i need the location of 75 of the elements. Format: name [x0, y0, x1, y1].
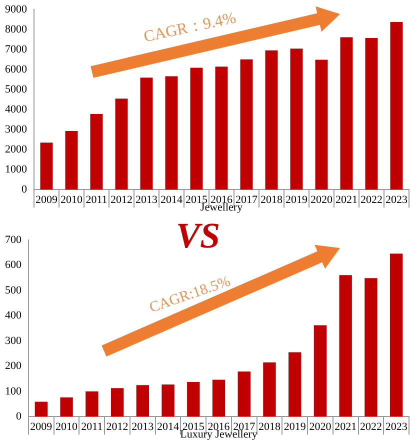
- x-tick-label: 2020: [310, 194, 333, 206]
- x-tick-label: 2011: [86, 194, 108, 206]
- bar: [65, 131, 78, 190]
- y-tick-label: 9000: [5, 3, 28, 16]
- y-tick-label: 5000: [5, 83, 28, 96]
- bar: [165, 76, 178, 190]
- x-tick-label: 2014: [160, 194, 183, 206]
- bar: [339, 275, 352, 417]
- x-tick-label: 2012: [110, 194, 132, 206]
- x-tick-label: 2009: [36, 194, 58, 206]
- x-tick-label: 2011: [81, 421, 103, 434]
- bar: [86, 391, 98, 417]
- bar: [364, 278, 378, 417]
- y-tick-label: 400: [5, 310, 22, 322]
- x-tick-label: 2019: [286, 194, 308, 206]
- y-tick-label: 300: [5, 334, 22, 347]
- x-tick-label: 2019: [284, 421, 306, 434]
- bar: [40, 142, 53, 190]
- bar: [60, 397, 73, 417]
- y-tick-label: 600: [5, 259, 22, 272]
- x-tick-label: 2018: [258, 421, 281, 434]
- x-tick-label: 2013: [136, 194, 158, 206]
- bar: [390, 22, 403, 190]
- bar: [140, 78, 153, 190]
- y-tick-label: 0: [22, 183, 28, 196]
- annotation: CAGR：9.4%: [142, 10, 238, 46]
- y-tick-label: 2000: [5, 143, 28, 156]
- x-tick-label: 2017: [236, 194, 258, 206]
- y-tick-label: 4000: [5, 103, 28, 116]
- x-tick-label: 2012: [106, 421, 128, 434]
- y-tick-label: 500: [5, 284, 22, 296]
- y-tick-label: 100: [5, 385, 22, 398]
- x-tick-label: 2022: [360, 421, 382, 434]
- y-tick-label: 7000: [5, 43, 28, 56]
- x-tick-label: 2010: [56, 421, 78, 434]
- annotation: VS: [176, 215, 220, 256]
- x-tick-label: 2018: [260, 194, 283, 206]
- x-tick-label: 2013: [132, 421, 154, 434]
- x-tick-label: 2009: [30, 421, 53, 434]
- bar: [190, 68, 203, 190]
- bar: [390, 254, 403, 417]
- y-tick-label: 200: [5, 360, 22, 372]
- bar: [212, 380, 226, 417]
- bar: [290, 48, 303, 190]
- bar: [314, 325, 327, 417]
- bar: [240, 59, 253, 190]
- bar: [90, 114, 103, 190]
- bar: [288, 352, 302, 417]
- x-tick-label: 2021: [336, 194, 358, 206]
- x-tick-label: 2023: [385, 421, 408, 434]
- y-tick-label: 1000: [5, 163, 28, 176]
- x-tick-label: 2021: [334, 421, 357, 434]
- bar: [215, 66, 228, 190]
- bar: [265, 50, 278, 190]
- y-tick-label: 0: [16, 410, 22, 422]
- y-tick-label: 6000: [5, 63, 28, 76]
- y-tick-label: 8000: [5, 23, 28, 36]
- bar: [238, 371, 250, 417]
- bar: [34, 402, 48, 417]
- x-tick-label: 2022: [360, 194, 382, 206]
- x-tick-label: 2010: [60, 194, 83, 206]
- bar: [115, 98, 128, 190]
- bar: [365, 38, 378, 190]
- bar: [162, 384, 174, 417]
- bar: [263, 362, 276, 417]
- x-tick-label: 2023: [386, 194, 408, 206]
- bar: [315, 60, 328, 190]
- x-tick-label: 2014: [157, 421, 180, 434]
- y-tick-label: 700: [5, 234, 22, 246]
- bar: [110, 388, 124, 417]
- x-tick-label: 2020: [309, 421, 332, 434]
- bar: [340, 37, 353, 190]
- y-tick-label: 3000: [5, 123, 28, 136]
- bar: [187, 382, 200, 417]
- bar: [136, 385, 149, 417]
